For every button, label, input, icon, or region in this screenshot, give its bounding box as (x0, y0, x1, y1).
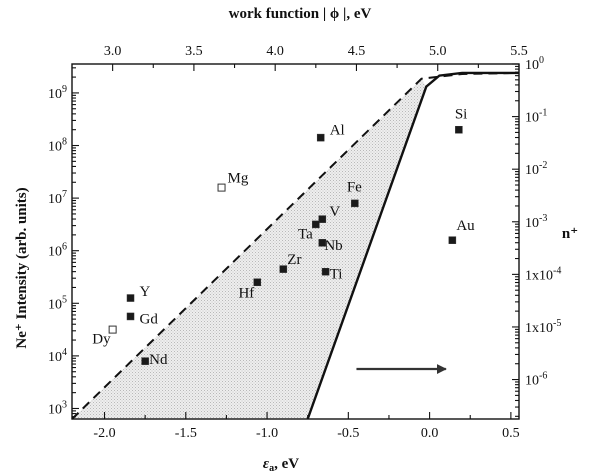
x-tick-label: -0.5 (337, 426, 359, 441)
top-tick-label: 5.5 (510, 44, 528, 59)
plot-area: Al Si Mg Fe V Ta Nb Au Zr Ti Hf Y Gd Dy Nd (71, 71, 520, 420)
marker-mg (217, 183, 226, 192)
right-axis: 100 10-1 10-2 10-3 1x10-4 1x10-5 10-6 (512, 55, 561, 417)
marker-ti (321, 267, 330, 276)
marker-fe (351, 199, 359, 208)
y-tick-label: 103 (48, 399, 67, 417)
bottom-axis: -2.0 -1.5 -1.0 -0.5 0.0 0.5 (93, 412, 520, 441)
top-axis-title: work function | ϕ |, eV (229, 6, 372, 22)
label-al: Al (330, 123, 345, 139)
label-au: Au (456, 218, 475, 234)
label-y: Y (140, 284, 151, 300)
marker-gd (126, 312, 135, 321)
bottom-axis-title-symbol: ε (263, 456, 270, 472)
label-hf: Hf (238, 285, 254, 301)
y-tick-label: 107 (48, 189, 67, 207)
right-tick-label: 10-2 (525, 160, 547, 178)
x-tick-label: 0.5 (502, 426, 520, 441)
data-points: Al Si Mg Fe V Ta Nb Au Zr Ti Hf Y Gd Dy Nd (92, 107, 475, 368)
marker-au (448, 236, 457, 244)
top-axis: 3.0 3.5 4.0 4.5 5.0 5.5 (104, 44, 528, 71)
top-tick-label: 4.0 (266, 44, 284, 59)
marker-si (455, 125, 463, 134)
right-axis-title: n⁺ (562, 226, 578, 242)
x-tick-label: -2.0 (93, 426, 115, 441)
marker-zr (279, 265, 288, 273)
marker-y (126, 294, 135, 302)
bottom-axis-title: εa, eV (263, 456, 299, 474)
label-mg: Mg (228, 171, 249, 187)
label-gd: Gd (140, 311, 159, 327)
top-tick-label: 4.5 (348, 44, 366, 59)
y-tick-label: 106 (48, 242, 67, 260)
left-axis: 103 104 105 106 107 108 109 (48, 67, 79, 417)
solid-curve (306, 71, 519, 420)
y-tick-label: 108 (48, 137, 67, 155)
right-tick-label: 1x10-5 (525, 318, 561, 336)
label-v: V (329, 204, 340, 220)
bottom-axis-title-subscript: a (269, 463, 274, 474)
marker-nb (318, 239, 327, 247)
left-axis-title: Ne⁺ Intensity (arb. units) (14, 187, 30, 348)
marker-dy (108, 325, 117, 334)
marker-nd (141, 357, 149, 365)
right-tick-label: 10-3 (525, 213, 547, 231)
marker-hf (253, 278, 262, 287)
label-dy: Dy (92, 332, 111, 348)
label-ti: Ti (330, 267, 343, 283)
marker-v (318, 215, 327, 223)
x-tick-label: 0.0 (421, 426, 439, 441)
label-nb: Nb (324, 238, 342, 254)
label-ta: Ta (298, 226, 313, 242)
top-tick-label: 3.0 (104, 44, 122, 59)
y-tick-label: 105 (48, 294, 67, 312)
top-tick-label: 5.0 (429, 44, 447, 59)
y-tick-label: 109 (48, 84, 67, 102)
right-tick-label: 1x10-4 (525, 265, 561, 283)
plot-frame (71, 63, 520, 420)
top-tick-label: 3.5 (185, 44, 203, 59)
right-tick-label: 10-6 (525, 371, 547, 389)
label-si: Si (455, 107, 468, 123)
x-tick-label: -1.5 (175, 426, 197, 441)
x-tick-label: -1.0 (256, 426, 278, 441)
marker-al (316, 133, 325, 142)
y-tick-label: 104 (48, 347, 67, 365)
right-tick-label: 10-1 (525, 108, 547, 126)
label-zr: Zr (287, 252, 301, 268)
right-tick-label: 100 (525, 55, 544, 73)
bottom-axis-title-unit: , eV (274, 456, 299, 472)
label-fe: Fe (347, 179, 362, 195)
marker-ta (312, 220, 320, 229)
label-nd: Nd (149, 352, 168, 368)
